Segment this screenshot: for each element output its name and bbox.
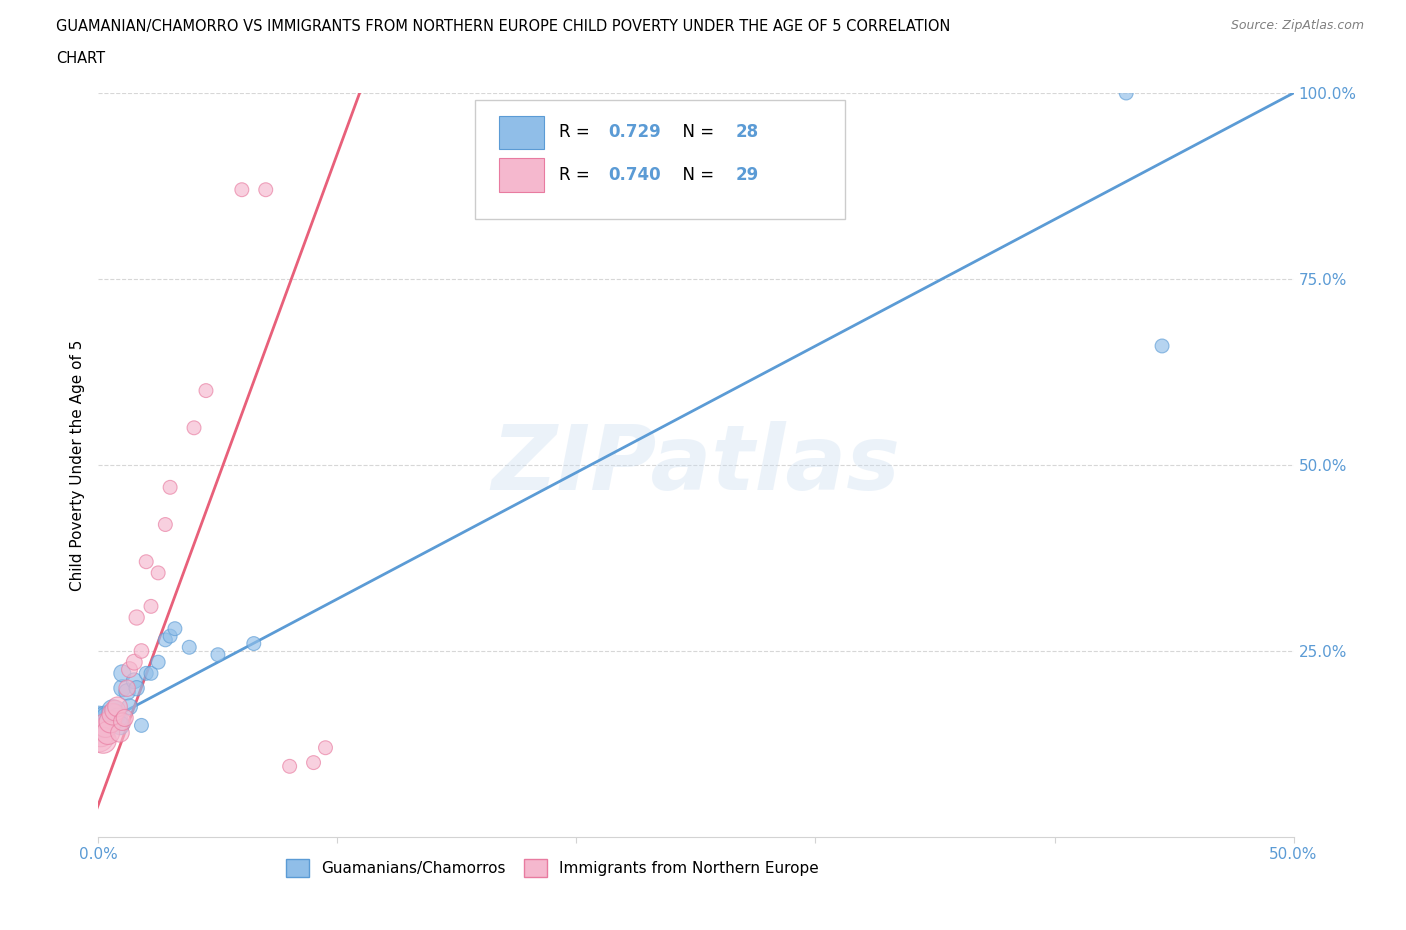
Point — [1115, 86, 1137, 100]
Point — [98, 714, 122, 729]
Text: R =: R = — [558, 124, 595, 141]
Text: N =: N = — [672, 124, 720, 141]
Point — [125, 610, 148, 625]
Point — [104, 703, 127, 718]
Point — [118, 662, 141, 677]
Point — [115, 684, 138, 699]
Text: 28: 28 — [735, 124, 758, 141]
Point — [124, 673, 146, 688]
Point — [87, 729, 110, 744]
Point — [108, 725, 131, 740]
Point — [111, 666, 134, 681]
Point — [155, 632, 177, 647]
Text: R =: R = — [558, 166, 595, 184]
Point — [278, 759, 301, 774]
FancyBboxPatch shape — [475, 100, 845, 219]
Point — [148, 655, 170, 670]
Legend: Guamanians/Chamorros, Immigrants from Northern Europe: Guamanians/Chamorros, Immigrants from No… — [280, 853, 825, 883]
Point — [155, 517, 177, 532]
Point — [94, 711, 117, 725]
Text: N =: N = — [672, 166, 720, 184]
Point — [101, 707, 124, 722]
Point — [91, 733, 114, 748]
Point — [207, 647, 229, 662]
Text: CHART: CHART — [56, 51, 105, 66]
Point — [91, 718, 114, 733]
Text: 29: 29 — [735, 166, 759, 184]
Point — [114, 711, 136, 725]
Point — [1152, 339, 1174, 353]
Point — [183, 420, 205, 435]
Point — [315, 740, 337, 755]
Point — [302, 755, 325, 770]
Point — [195, 383, 218, 398]
Point — [97, 711, 120, 725]
Point — [97, 725, 120, 740]
Y-axis label: Child Poverty Under the Age of 5: Child Poverty Under the Age of 5 — [69, 339, 84, 591]
Text: ZIPatlas: ZIPatlas — [492, 421, 900, 509]
Point — [125, 681, 148, 696]
Point — [135, 554, 157, 569]
Point — [243, 636, 266, 651]
Point — [94, 718, 117, 733]
Point — [159, 629, 181, 644]
Point — [90, 714, 112, 729]
Point — [163, 621, 186, 636]
FancyBboxPatch shape — [499, 158, 544, 192]
Text: GUAMANIAN/CHAMORRO VS IMMIGRANTS FROM NORTHERN EUROPE CHILD POVERTY UNDER THE AG: GUAMANIAN/CHAMORRO VS IMMIGRANTS FROM NO… — [56, 19, 950, 33]
Text: 0.740: 0.740 — [609, 166, 661, 184]
Point — [104, 707, 127, 722]
Point — [107, 711, 129, 725]
Point — [107, 699, 129, 714]
Point — [87, 714, 110, 729]
Point — [135, 666, 157, 681]
Point — [124, 655, 146, 670]
Point — [139, 666, 162, 681]
Point — [139, 599, 162, 614]
Text: 0.729: 0.729 — [609, 124, 661, 141]
Point — [108, 718, 131, 733]
Point — [254, 182, 277, 197]
Point — [131, 718, 153, 733]
Point — [148, 565, 170, 580]
Point — [111, 714, 134, 729]
Point — [159, 480, 181, 495]
FancyBboxPatch shape — [499, 115, 544, 149]
Text: Source: ZipAtlas.com: Source: ZipAtlas.com — [1230, 19, 1364, 32]
Point — [111, 681, 134, 696]
Point — [231, 182, 253, 197]
Point — [98, 714, 122, 729]
Point — [101, 703, 124, 718]
Point — [179, 640, 201, 655]
Point — [131, 644, 153, 658]
Point — [90, 725, 112, 740]
Point — [118, 699, 141, 714]
Point — [115, 681, 138, 696]
